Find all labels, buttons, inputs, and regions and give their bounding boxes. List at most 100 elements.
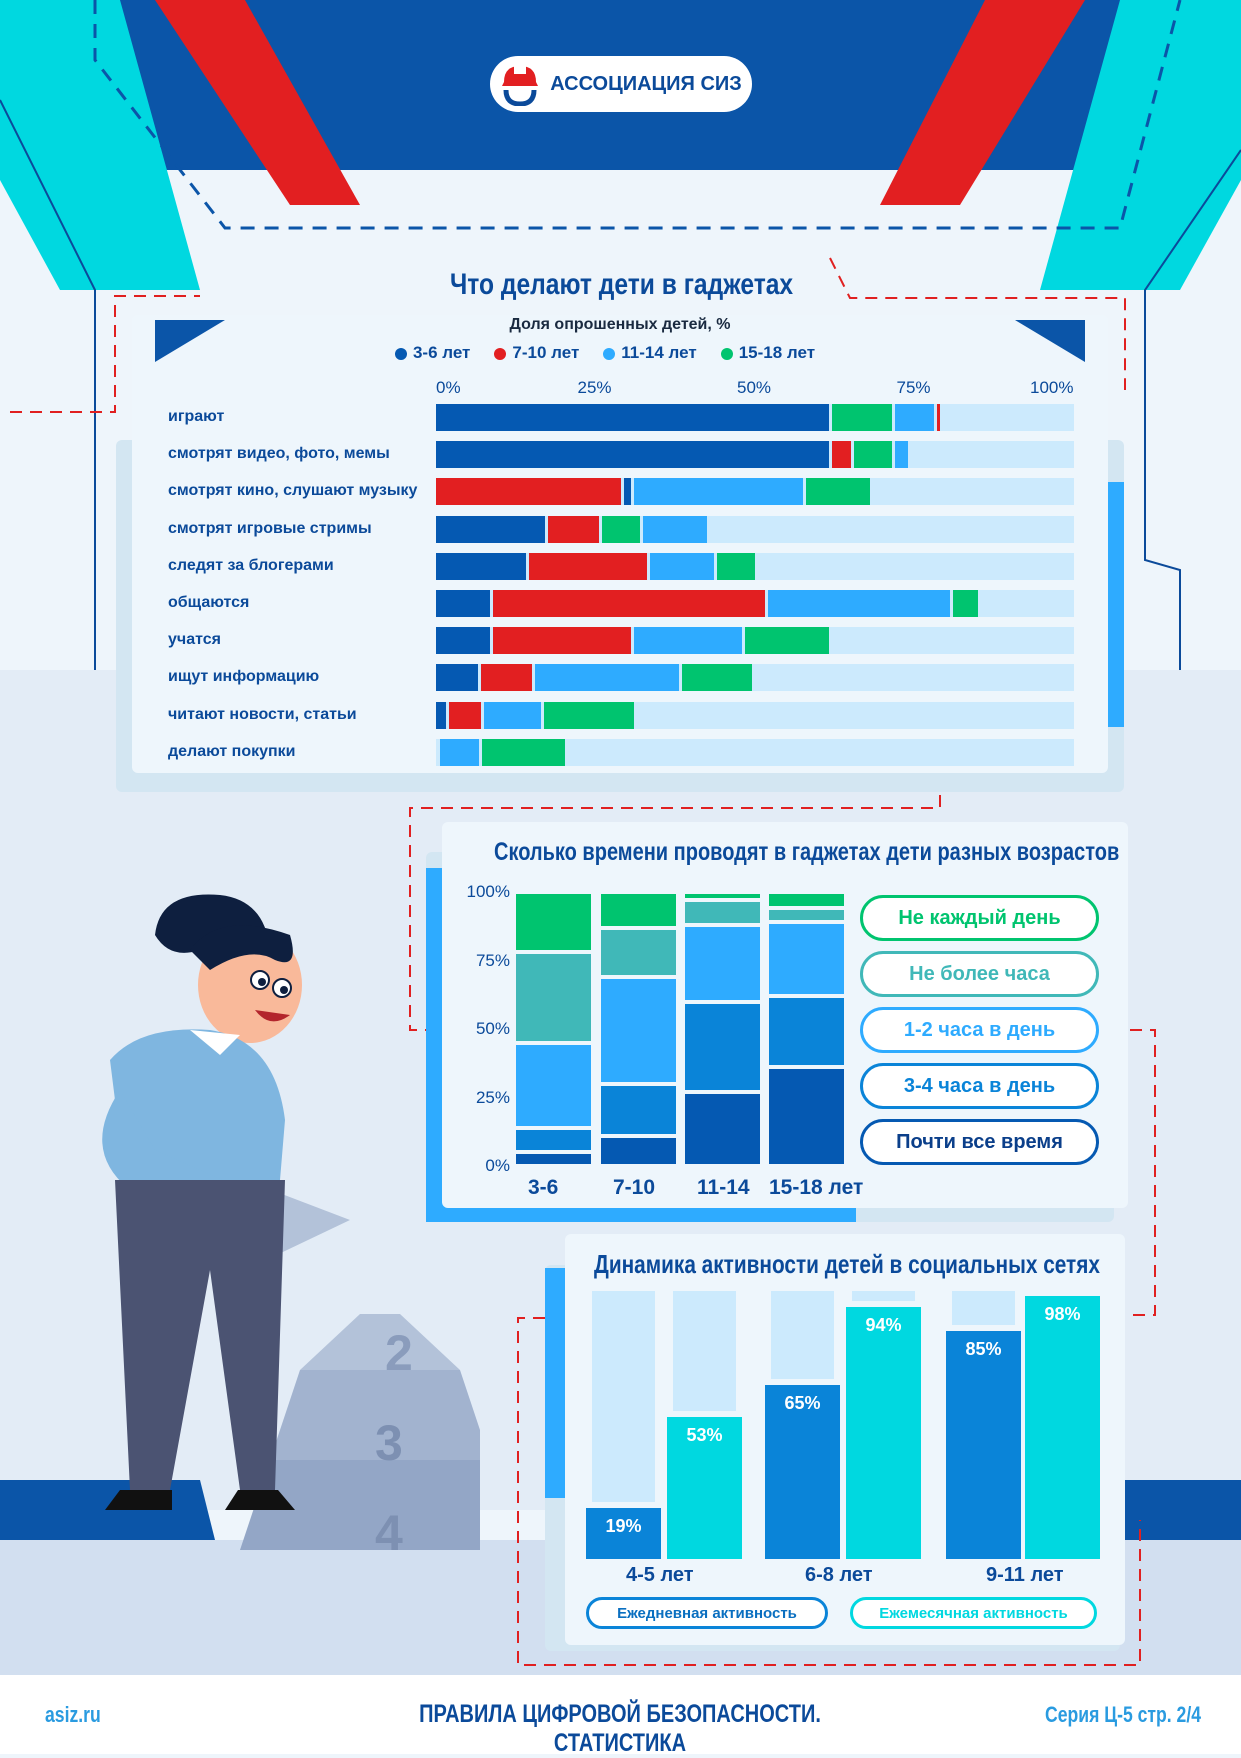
- bar: [946, 1331, 1021, 1559]
- row-label: играют: [168, 408, 225, 425]
- legend-dot-icon: [394, 347, 407, 360]
- stacked-segment: [516, 1044, 591, 1126]
- bar-segment: [481, 738, 566, 766]
- bar-segment: [895, 404, 934, 431]
- stacked-segment: [685, 1003, 760, 1090]
- bar-segment: [767, 590, 950, 617]
- legend-item: 11-14 лет: [603, 343, 697, 363]
- bar-segment: [624, 478, 631, 506]
- legend-label: 7-10 лет: [512, 343, 580, 362]
- x-tick-label: 50%: [737, 378, 772, 397]
- corner-triangle-left: [155, 320, 225, 362]
- x-tick-label: 0%: [436, 378, 461, 397]
- bar-segment: [436, 627, 491, 655]
- value-label: 94%: [865, 1315, 902, 1336]
- pyramid-step-2: 2: [385, 1325, 413, 1381]
- category-label: 7-10: [613, 1176, 656, 1199]
- girl-illustration: 2 3 4: [102, 894, 480, 1561]
- legend-item: 15-18 лет: [720, 343, 816, 363]
- chart2-title: Сколько времени проводят в гаджетах дети…: [494, 838, 1120, 866]
- stacked-segment: [601, 1085, 676, 1134]
- x-tick-label: 75%: [896, 378, 931, 397]
- stacked-segment: [769, 910, 844, 921]
- bar-segment: [831, 404, 893, 431]
- row-label: читают новости, статьи: [168, 705, 357, 723]
- bar-segment: [436, 701, 446, 729]
- category-label: 6-8 лет: [805, 1564, 873, 1586]
- bar-background: [771, 1291, 834, 1379]
- legend-pill: 3-4 часа в день: [860, 1063, 1099, 1109]
- bar-segment: [436, 664, 478, 692]
- bar-segment: [643, 515, 708, 543]
- pyramid-step-4: 4: [375, 1505, 403, 1561]
- row-label: смотрят игровые стримы: [168, 519, 372, 537]
- stacked-segment: [516, 894, 591, 951]
- bar-segment: [493, 590, 765, 617]
- legend-pill: Почти все время: [860, 1119, 1099, 1165]
- y-tick-label: 50%: [475, 1019, 510, 1038]
- bar-segment: [493, 627, 631, 655]
- category-label: 9-11 лет: [986, 1564, 1064, 1586]
- stacked-segment: [769, 894, 844, 907]
- legend-dot-icon: [720, 347, 733, 360]
- bar-segment: [895, 441, 909, 469]
- legend-pill: Ежедневная активность: [586, 1597, 828, 1629]
- bar-segment: [716, 552, 756, 580]
- legend-item: 3-6 лет: [394, 343, 470, 363]
- row-label: следят за блогерами: [168, 556, 334, 574]
- bar-background: [436, 701, 1074, 729]
- bar-segment: [528, 552, 647, 580]
- bar-segment: [952, 590, 979, 617]
- stacked-segment: [769, 998, 844, 1066]
- bar-segment: [601, 515, 641, 543]
- bar-segment: [633, 478, 804, 506]
- stacked-segment: [769, 1069, 844, 1164]
- bar-segment: [448, 701, 481, 729]
- row-label: общаются: [168, 594, 250, 611]
- category-label: 4-5 лет: [626, 1564, 694, 1586]
- bar-background: [673, 1291, 736, 1411]
- bar-segment: [831, 441, 851, 469]
- bar-segment: [436, 478, 622, 506]
- bar-segment: [681, 664, 752, 692]
- bar-segment: [480, 664, 532, 692]
- logo-text: АССОЦИАЦИЯ СИЗ: [550, 72, 742, 95]
- legend-pill: 1-2 часа в день: [860, 1007, 1099, 1053]
- bar-segment: [483, 701, 542, 729]
- legend-label: 15-18 лет: [738, 343, 816, 362]
- row-label: ищут информацию: [168, 668, 320, 686]
- stacked-segment: [685, 1094, 760, 1164]
- logo-pill: АССОЦИАЦИЯ СИЗ: [490, 56, 752, 112]
- bar-segment: [544, 701, 634, 729]
- chart1-panel: [132, 315, 1108, 773]
- stacked-segment: [516, 1129, 591, 1151]
- bar-segment: [436, 404, 829, 431]
- x-tick-label: 100%: [1030, 378, 1074, 397]
- legend-pill: Не каждый день: [860, 895, 1099, 941]
- bar: [667, 1416, 742, 1559]
- bar: [846, 1307, 921, 1559]
- bar-segment: [633, 627, 743, 655]
- legend-item: 7-10 лет: [494, 343, 579, 363]
- bar-segment: [436, 441, 829, 469]
- footer-series: Серия Ц-5 стр. 2/4: [1045, 1702, 1202, 1727]
- row-label: учатся: [168, 631, 221, 649]
- value-label: 65%: [784, 1392, 821, 1413]
- value-label: 98%: [1044, 1304, 1081, 1325]
- stacked-segment: [516, 1154, 591, 1164]
- chart1-title: Что делают дети в гаджетах: [450, 268, 794, 301]
- row-label: делают покупки: [168, 742, 296, 760]
- chart1-plot: 0% 25% 50% 75% 100% играют смотрят видео, фото…: [0, 0, 1241, 800]
- chart3-title: Динамика активности детей в социальных с…: [594, 1249, 1100, 1279]
- bar-segment: [745, 627, 829, 655]
- stacked-segment: [601, 894, 676, 926]
- value-label: 19%: [605, 1516, 642, 1537]
- bar: [586, 1508, 661, 1559]
- y-tick-label: 0%: [485, 1156, 510, 1175]
- footer-site-link[interactable]: asiz.ru: [45, 1702, 101, 1727]
- stacked-segment: [769, 924, 844, 995]
- bar-segment: [649, 552, 714, 580]
- stacked-segment: [685, 902, 760, 923]
- footer-title: ПРАВИЛА ЦИФРОВОЙ БЕЗОПАСНОСТИ. СТАТИСТИК…: [419, 1700, 821, 1757]
- row-label: смотрят видео, фото, мемы: [168, 445, 390, 463]
